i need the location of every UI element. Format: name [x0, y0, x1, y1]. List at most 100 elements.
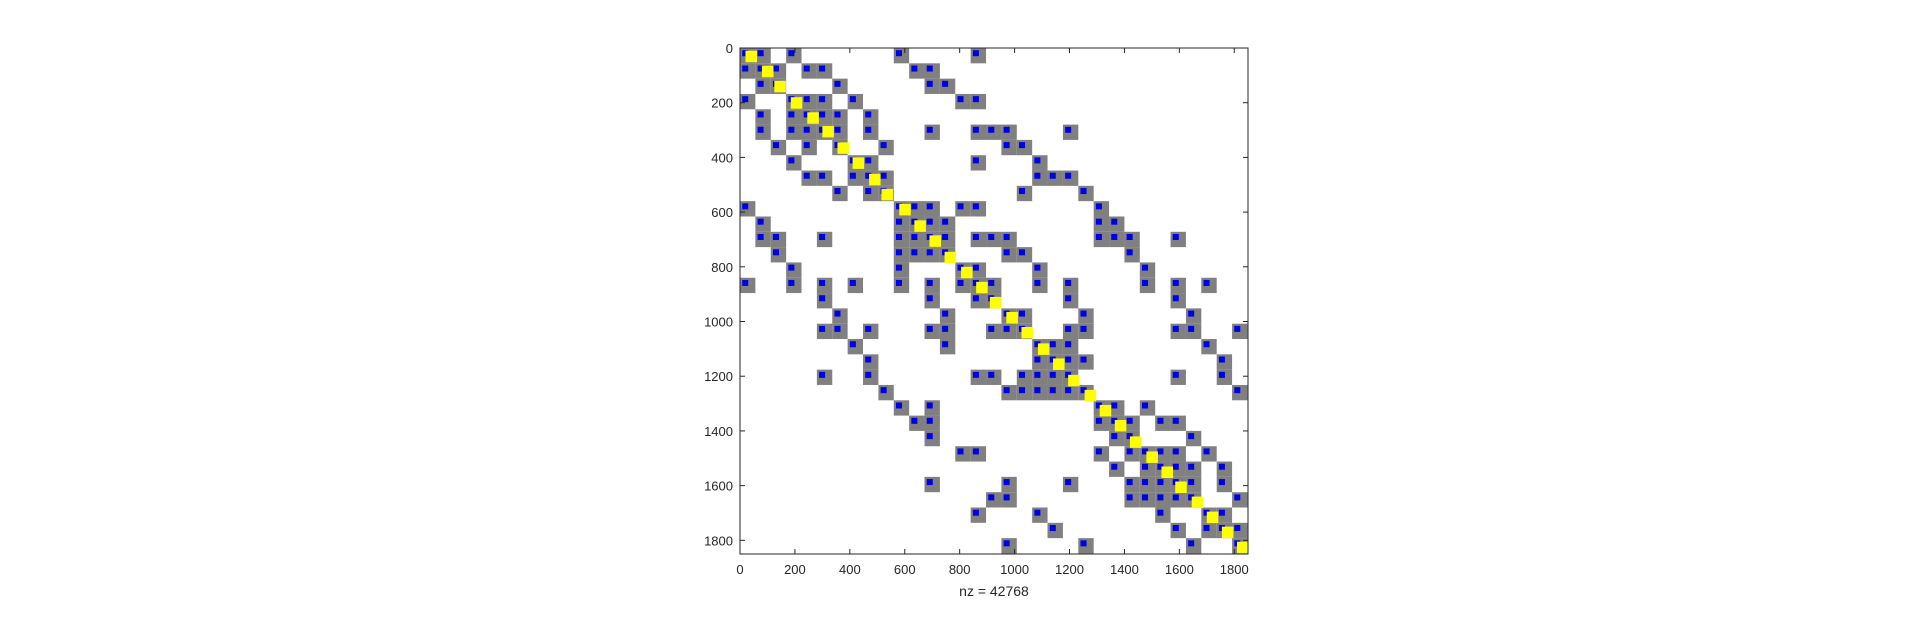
blue-marker: [865, 157, 872, 164]
blue-marker: [1065, 295, 1072, 302]
x-tick-label: 1000: [1000, 562, 1029, 577]
blue-marker: [972, 279, 979, 286]
yellow-block: [774, 80, 786, 93]
yellow-block: [745, 50, 758, 63]
blue-marker: [819, 126, 826, 133]
y-tick-label: 1800: [704, 533, 733, 548]
blue-marker: [1003, 479, 1010, 486]
blue-marker: [1003, 233, 1010, 241]
blue-marker: [895, 233, 903, 241]
blue-marker: [1003, 142, 1010, 149]
blue-marker: [803, 172, 810, 179]
yellow-block: [899, 203, 911, 216]
blue-marker: [926, 433, 933, 440]
blue-marker: [788, 50, 795, 57]
yellow-block: [976, 281, 988, 294]
blue-marker: [926, 479, 933, 486]
blue-marker: [1111, 402, 1118, 409]
blue-marker: [1111, 463, 1118, 470]
blue-marker: [849, 341, 856, 348]
blue-marker: [926, 126, 933, 133]
blue-marker: [757, 126, 764, 133]
blue-marker: [957, 203, 964, 210]
blue-marker: [803, 65, 810, 72]
blue-marker: [1065, 387, 1072, 394]
blue-marker: [1080, 310, 1087, 317]
blue-marker: [1095, 233, 1102, 241]
yellow-block: [1129, 436, 1142, 448]
blue-marker: [1003, 126, 1010, 133]
blue-marker: [1142, 463, 1149, 470]
yellow-block: [807, 112, 819, 124]
blue-marker: [1203, 509, 1210, 516]
blue-marker: [988, 494, 995, 501]
blue-marker: [1095, 448, 1102, 455]
y-tick-label: 400: [711, 150, 733, 165]
blue-marker: [926, 295, 933, 302]
blue-marker: [1034, 157, 1041, 164]
blue-marker: [988, 279, 995, 286]
blue-marker: [942, 325, 949, 332]
blue-marker: [972, 157, 979, 164]
blue-marker: [957, 96, 964, 103]
blue-marker: [1203, 525, 1210, 532]
blue-marker: [1034, 509, 1041, 516]
blue-marker: [1095, 417, 1102, 424]
blue-marker: [972, 371, 979, 378]
blue-marker: [880, 172, 887, 179]
blue-marker: [1065, 371, 1072, 378]
blue-marker: [1111, 233, 1118, 241]
blue-marker: [972, 126, 979, 133]
blue-marker: [772, 65, 779, 72]
blue-marker: [895, 50, 903, 57]
blue-marker: [1080, 540, 1087, 547]
yellow-block: [1221, 526, 1234, 539]
blue-marker: [865, 172, 872, 179]
yellow-block: [961, 266, 973, 279]
blue-marker: [1034, 387, 1041, 394]
blue-marker: [1126, 233, 1133, 241]
blue-marker: [803, 126, 810, 133]
blue-marker: [911, 65, 918, 72]
blue-marker: [1034, 172, 1041, 179]
blue-marker: [1065, 325, 1072, 332]
blue-marker: [926, 417, 933, 424]
blue-marker: [772, 249, 779, 256]
blue-marker: [849, 96, 856, 103]
blue-marker: [1172, 525, 1179, 532]
blue-marker: [819, 172, 826, 179]
yellow-block: [1175, 481, 1187, 494]
blue-marker: [895, 249, 903, 256]
blue-marker: [926, 249, 933, 256]
blue-marker: [1172, 233, 1179, 241]
blue-marker: [803, 96, 810, 103]
blue-marker: [895, 218, 903, 225]
yellow-block: [1191, 496, 1204, 509]
blue-marker: [911, 203, 918, 210]
blue-marker: [1080, 356, 1087, 363]
blue-marker: [1234, 525, 1241, 532]
blue-marker: [942, 80, 949, 87]
yellow-block: [1237, 541, 1249, 554]
yellow-block: [1021, 326, 1033, 339]
blue-marker: [1126, 433, 1133, 440]
blue-marker: [972, 203, 979, 210]
blue-marker: [1003, 387, 1010, 394]
yellow-block: [1053, 358, 1065, 370]
blue-marker: [1188, 433, 1195, 440]
blue-marker: [1018, 387, 1026, 394]
blue-marker: [942, 341, 949, 348]
blue-marker: [757, 111, 764, 118]
blue-marker: [1034, 371, 1041, 378]
blue-marker: [1034, 279, 1041, 286]
y-tick-label: 0: [726, 41, 733, 56]
blue-marker: [1157, 479, 1164, 486]
blue-marker: [926, 402, 933, 409]
x-tick-label: 1400: [1110, 562, 1139, 577]
blue-marker: [1157, 448, 1164, 455]
blue-marker: [1111, 218, 1118, 225]
blue-marker: [1049, 371, 1056, 378]
x-tick-label: 1600: [1165, 562, 1194, 577]
blue-marker: [1065, 279, 1072, 286]
y-tick-label: 1400: [704, 424, 733, 439]
